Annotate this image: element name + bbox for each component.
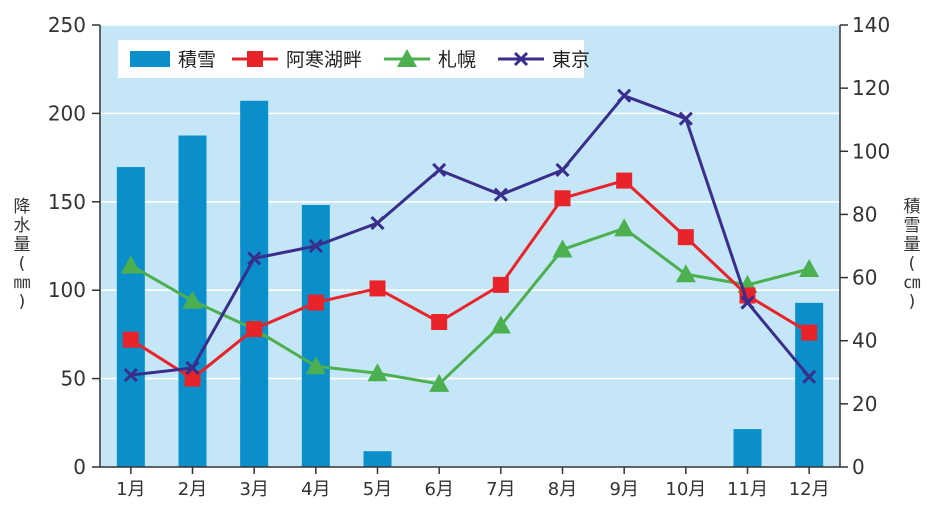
point-東京-12月	[802, 369, 817, 384]
left-tick-label: 150	[48, 190, 86, 214]
right-tick-label: 120	[852, 76, 890, 100]
axis-title-char: 量	[14, 235, 31, 255]
point-阿寒湖畔-7月	[492, 276, 509, 293]
point-東京-3月	[247, 251, 262, 266]
point-東京-11月	[740, 295, 755, 310]
point-札幌-7月	[490, 315, 511, 334]
point-阿寒湖畔-1月	[122, 331, 139, 348]
x-tick-label-1月: 1月	[116, 479, 145, 500]
axes-layer: 0 50 100 150 200 250 0 20 40 60 80 100 120 140 1月 2月 3月 4…	[48, 13, 890, 500]
point-札幌-5月	[367, 363, 388, 382]
right-tick-label: 40	[852, 329, 877, 353]
x-tick-label-5月: 5月	[363, 479, 392, 500]
point-阿寒湖畔-6月	[431, 314, 448, 331]
point-東京-7月	[493, 187, 508, 202]
point-札幌-8月	[552, 239, 573, 258]
x-tick-label-12月: 12月	[789, 479, 830, 500]
x-tick-label-3月: 3月	[239, 479, 268, 500]
left-tick-label: 100	[48, 278, 86, 302]
left-tick-label: 250	[48, 13, 86, 37]
point-阿寒湖畔-8月	[554, 190, 571, 207]
point-札幌-6月	[429, 373, 450, 392]
axis-title-char: 降	[14, 197, 31, 217]
plot-area	[100, 25, 840, 467]
axis-title-char: )	[19, 292, 26, 312]
point-阿寒湖畔-2月	[184, 370, 201, 387]
right-axis-title: 積雪量(㎝)	[904, 197, 921, 312]
legend-label-札幌: 札幌	[438, 49, 476, 71]
point-東京-8月	[555, 162, 570, 178]
point-東京-6月	[432, 162, 447, 178]
point-札幌-9月	[614, 218, 635, 237]
right-tick-label: 80	[852, 202, 877, 226]
point-阿寒湖畔-9月	[616, 172, 633, 189]
x-tick-label-11月: 11月	[727, 479, 768, 500]
right-tick-label: 0	[852, 455, 865, 479]
point-東京-10月	[678, 111, 693, 126]
legend-label-東京: 東京	[552, 49, 590, 71]
bar-3月	[240, 100, 269, 468]
lines-layer	[120, 88, 820, 392]
axis-title-char: )	[909, 292, 916, 312]
bar-11月	[733, 429, 762, 467]
left-axis-title: 降水量(㎜)	[14, 197, 31, 312]
left-tick-label: 200	[48, 101, 86, 125]
x-tick-label-2月: 2月	[178, 479, 207, 500]
axis-title-char: 積	[904, 197, 921, 217]
bar-1月	[116, 167, 145, 468]
point-札幌-2月	[182, 290, 203, 309]
x-tick-label-10月: 10月	[665, 479, 706, 500]
point-札幌-10月	[675, 264, 696, 283]
gridlines	[100, 24, 840, 380]
legend-swatch-積雪	[130, 51, 170, 67]
legend-label-積雪: 積雪	[178, 49, 216, 71]
point-阿寒湖畔-3月	[246, 321, 263, 338]
left-tick-label: 0	[73, 455, 86, 479]
point-東京-1月	[123, 368, 138, 383]
left-tick-label: 50	[61, 367, 86, 391]
point-札幌-4月	[305, 356, 326, 375]
point-東京-9月	[617, 88, 632, 103]
axis-title-char: (	[909, 254, 916, 274]
point-東京-4月	[308, 238, 323, 254]
point-阿寒湖畔-12月	[801, 324, 818, 341]
x-tick-label-4月: 4月	[301, 479, 330, 500]
point-阿寒湖畔-5月	[369, 280, 386, 297]
point-東京-2月	[185, 360, 200, 376]
legend: 積雪 阿寒湖畔 札幌 東京	[118, 40, 590, 78]
point-阿寒湖畔-10月	[677, 229, 694, 246]
series-line-阿寒湖畔	[130, 179, 810, 381]
legend-marker-阿寒湖畔	[247, 51, 263, 67]
x-tick-label-9月: 9月	[609, 479, 638, 500]
right-tick-label: 60	[852, 266, 877, 290]
bar-5月	[363, 451, 392, 467]
axis-title-char: 量	[904, 235, 921, 255]
right-tick-label: 140	[852, 13, 890, 37]
point-阿寒湖畔-4月	[307, 294, 324, 311]
axis-title-char: 雪	[904, 216, 921, 236]
axis-title-char: ㎝	[904, 273, 921, 293]
series-line-札幌	[130, 226, 810, 386]
x-tick-label-7月: 7月	[486, 479, 515, 500]
axis-title-char: 水	[14, 216, 31, 236]
legend-label-阿寒湖畔: 阿寒湖畔	[286, 49, 362, 71]
point-札幌-12月	[799, 258, 820, 277]
point-札幌-1月	[120, 255, 141, 274]
legend-marker-東京	[513, 51, 529, 67]
point-東京-5月	[370, 215, 385, 231]
right-tick-label: 20	[852, 392, 877, 416]
x-tick-label-8月: 8月	[548, 479, 577, 500]
legend-marker-札幌	[397, 49, 418, 67]
x-tick-label-6月: 6月	[424, 479, 453, 500]
right-tick-label: 100	[852, 139, 890, 163]
axis-title-char: (	[19, 254, 26, 274]
axis-title-char: ㎜	[14, 273, 31, 293]
series-line-東京	[130, 94, 811, 378]
